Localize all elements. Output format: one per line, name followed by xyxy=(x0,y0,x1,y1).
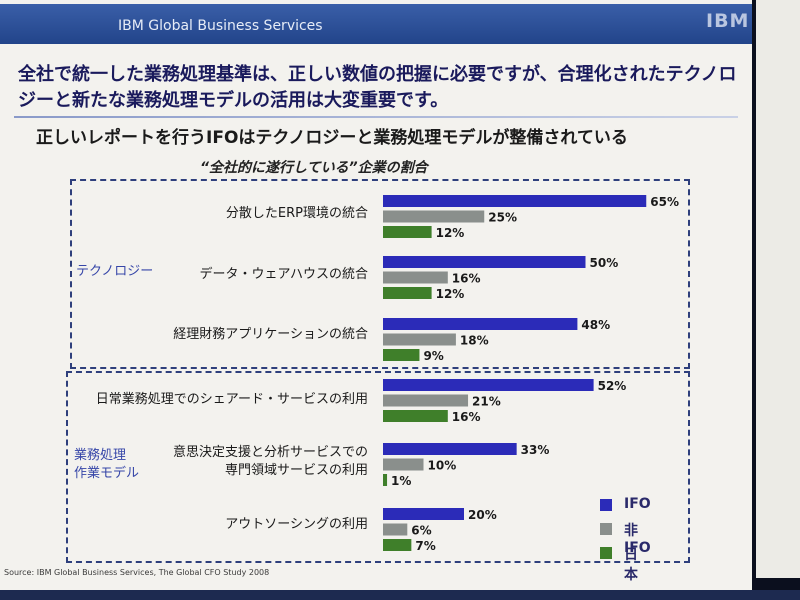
slide: IBM Global Business Services IBM 全社で統一した… xyxy=(0,0,752,590)
bar-ifo-4 xyxy=(383,443,517,455)
legend-swatch-non-ifo xyxy=(600,523,612,535)
data-label-ifo-3: 52% xyxy=(598,379,627,393)
data-label-ifo-5: 20% xyxy=(468,508,497,522)
data-label-japan-5: 7% xyxy=(415,539,435,553)
bar-japan-5 xyxy=(383,539,412,551)
bar-japan-1 xyxy=(383,287,432,299)
adjacent-slide-edge xyxy=(756,0,800,578)
bar-ifo-3 xyxy=(383,379,594,391)
data-label-japan-0: 12% xyxy=(436,226,465,240)
source-note: Source: IBM Global Business Services, Th… xyxy=(4,568,270,577)
legend-label-ifo: IFO xyxy=(624,496,651,512)
bar-ifo-0 xyxy=(383,195,647,207)
footer-bar xyxy=(0,590,800,600)
bar-ifo-1 xyxy=(383,256,586,268)
bar-non-ifo-4 xyxy=(383,458,424,471)
bar-japan-0 xyxy=(383,226,432,238)
data-label-non-ifo-3: 21% xyxy=(472,395,501,409)
data-label-non-ifo-0: 25% xyxy=(488,211,517,225)
group-label-technology: テクノロジー xyxy=(76,264,154,279)
category-label-finance-apps: 経理財務アプリケーションの統合 xyxy=(173,327,368,342)
legend-label-japan: 日本 xyxy=(624,547,638,583)
category-label-data-warehouse: データ・ウェアハウスの統合 xyxy=(199,267,368,282)
bar-chart: 65% 50% 48% 52% 33% 20% 25% 16% 18% 21% 10% 6% 12% 12… xyxy=(383,195,679,553)
data-label-japan-3: 16% xyxy=(452,410,481,424)
bar-non-ifo-5 xyxy=(383,523,408,536)
group-label-ops-model: 業務処理 作業モデル xyxy=(74,448,140,481)
bar-japan-4 xyxy=(383,474,388,486)
legend-swatch-ifo xyxy=(600,499,612,511)
bar-japan-2 xyxy=(383,349,420,361)
data-label-ifo-0: 65% xyxy=(650,195,679,209)
data-label-ifo-1: 50% xyxy=(590,256,619,270)
data-label-non-ifo-5: 6% xyxy=(411,524,431,538)
bar-non-ifo-3 xyxy=(383,394,469,407)
data-label-ifo-2: 48% xyxy=(581,318,610,332)
category-label-erp: 分散したERP環境の統合 xyxy=(225,206,368,221)
bar-ifo-2 xyxy=(383,318,578,330)
bar-non-ifo-1 xyxy=(383,271,448,284)
category-label-shared-services: 日常業務処理でのシェアード・サービスの利用 xyxy=(95,392,368,407)
header-bar: IBM Global Business Services IBM xyxy=(0,4,752,44)
chart-title: “全社的に遂行している”企業の割合 xyxy=(200,160,428,176)
data-label-non-ifo-2: 18% xyxy=(460,334,489,348)
data-label-non-ifo-1: 16% xyxy=(452,272,481,286)
category-label-outsourcing: アウトソーシングの利用 xyxy=(225,517,368,532)
ibm-logo: IBM xyxy=(706,10,750,32)
legend-swatch-japan xyxy=(600,547,612,559)
bar-ifo-5 xyxy=(383,508,464,520)
legend-label-non-ifo: 非IFO xyxy=(624,523,651,556)
bar-japan-3 xyxy=(383,410,448,422)
headline: 全社で統一した業務処理基準は、正しい数値の把握に必要ですが、合理化されたテクノロ… xyxy=(18,64,737,111)
category-label-decision-support: 意思決定支援と分析サービスでの 専門領域サービスの利用 xyxy=(172,445,368,478)
data-label-japan-2: 9% xyxy=(423,349,443,363)
data-label-ifo-4: 33% xyxy=(521,443,550,457)
bar-non-ifo-2 xyxy=(383,333,456,346)
ops-model-group-box xyxy=(66,371,690,563)
bar-non-ifo-0 xyxy=(383,210,485,223)
divider xyxy=(14,116,738,118)
data-label-japan-1: 12% xyxy=(436,287,465,301)
header-title: IBM Global Business Services xyxy=(118,18,323,34)
technology-group-box xyxy=(70,179,690,369)
data-label-japan-4: 1% xyxy=(391,474,411,488)
data-label-non-ifo-4: 10% xyxy=(428,459,457,473)
subtitle: 正しいレポートを行うIFOはテクノロジーと業務処理モデルが整備されている xyxy=(36,128,628,148)
